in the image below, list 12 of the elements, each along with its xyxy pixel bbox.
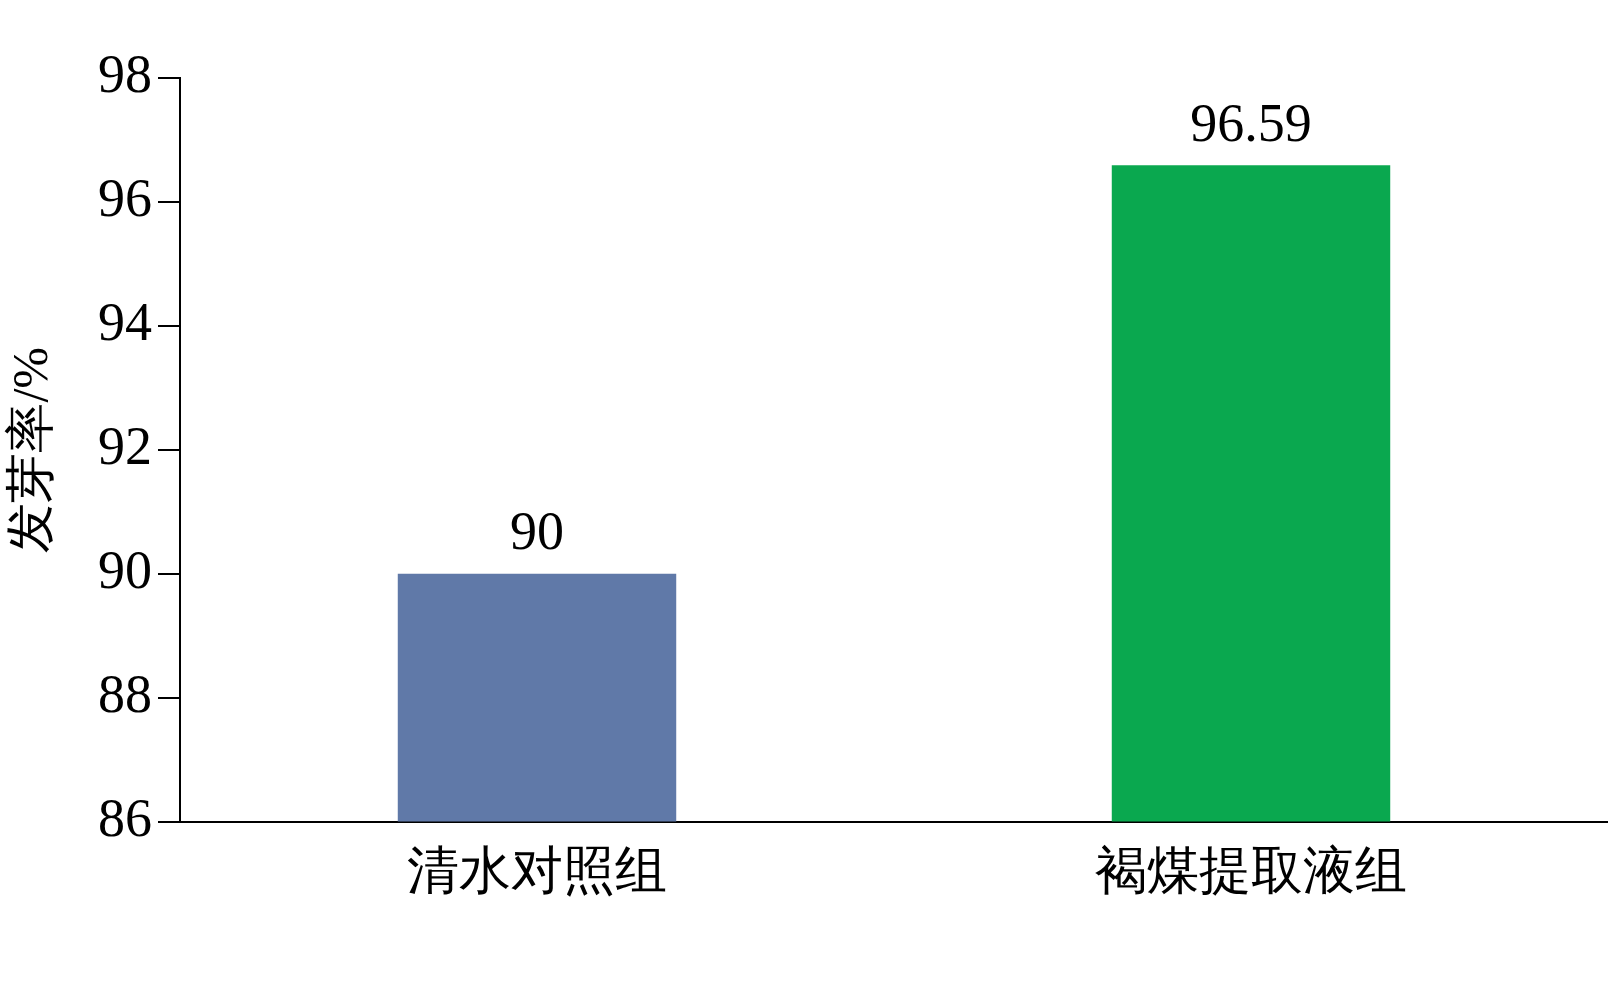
data-label: 90 xyxy=(510,500,564,561)
x-tick-label: 褐煤提取液组 xyxy=(1095,842,1407,900)
y-tick-label: 98 xyxy=(98,44,152,105)
y-axis-title: 发芽率/% xyxy=(2,347,59,553)
y-tick-label: 94 xyxy=(98,292,152,353)
y-tick-label: 92 xyxy=(98,415,152,476)
y-tick-label: 96 xyxy=(98,168,152,229)
y-tick-label: 88 xyxy=(98,663,152,724)
y-tick-label: 90 xyxy=(98,539,152,600)
data-label: 96.59 xyxy=(1190,92,1312,153)
x-tick-label: 清水对照组 xyxy=(407,842,667,900)
y-tick-label: 86 xyxy=(98,787,152,848)
